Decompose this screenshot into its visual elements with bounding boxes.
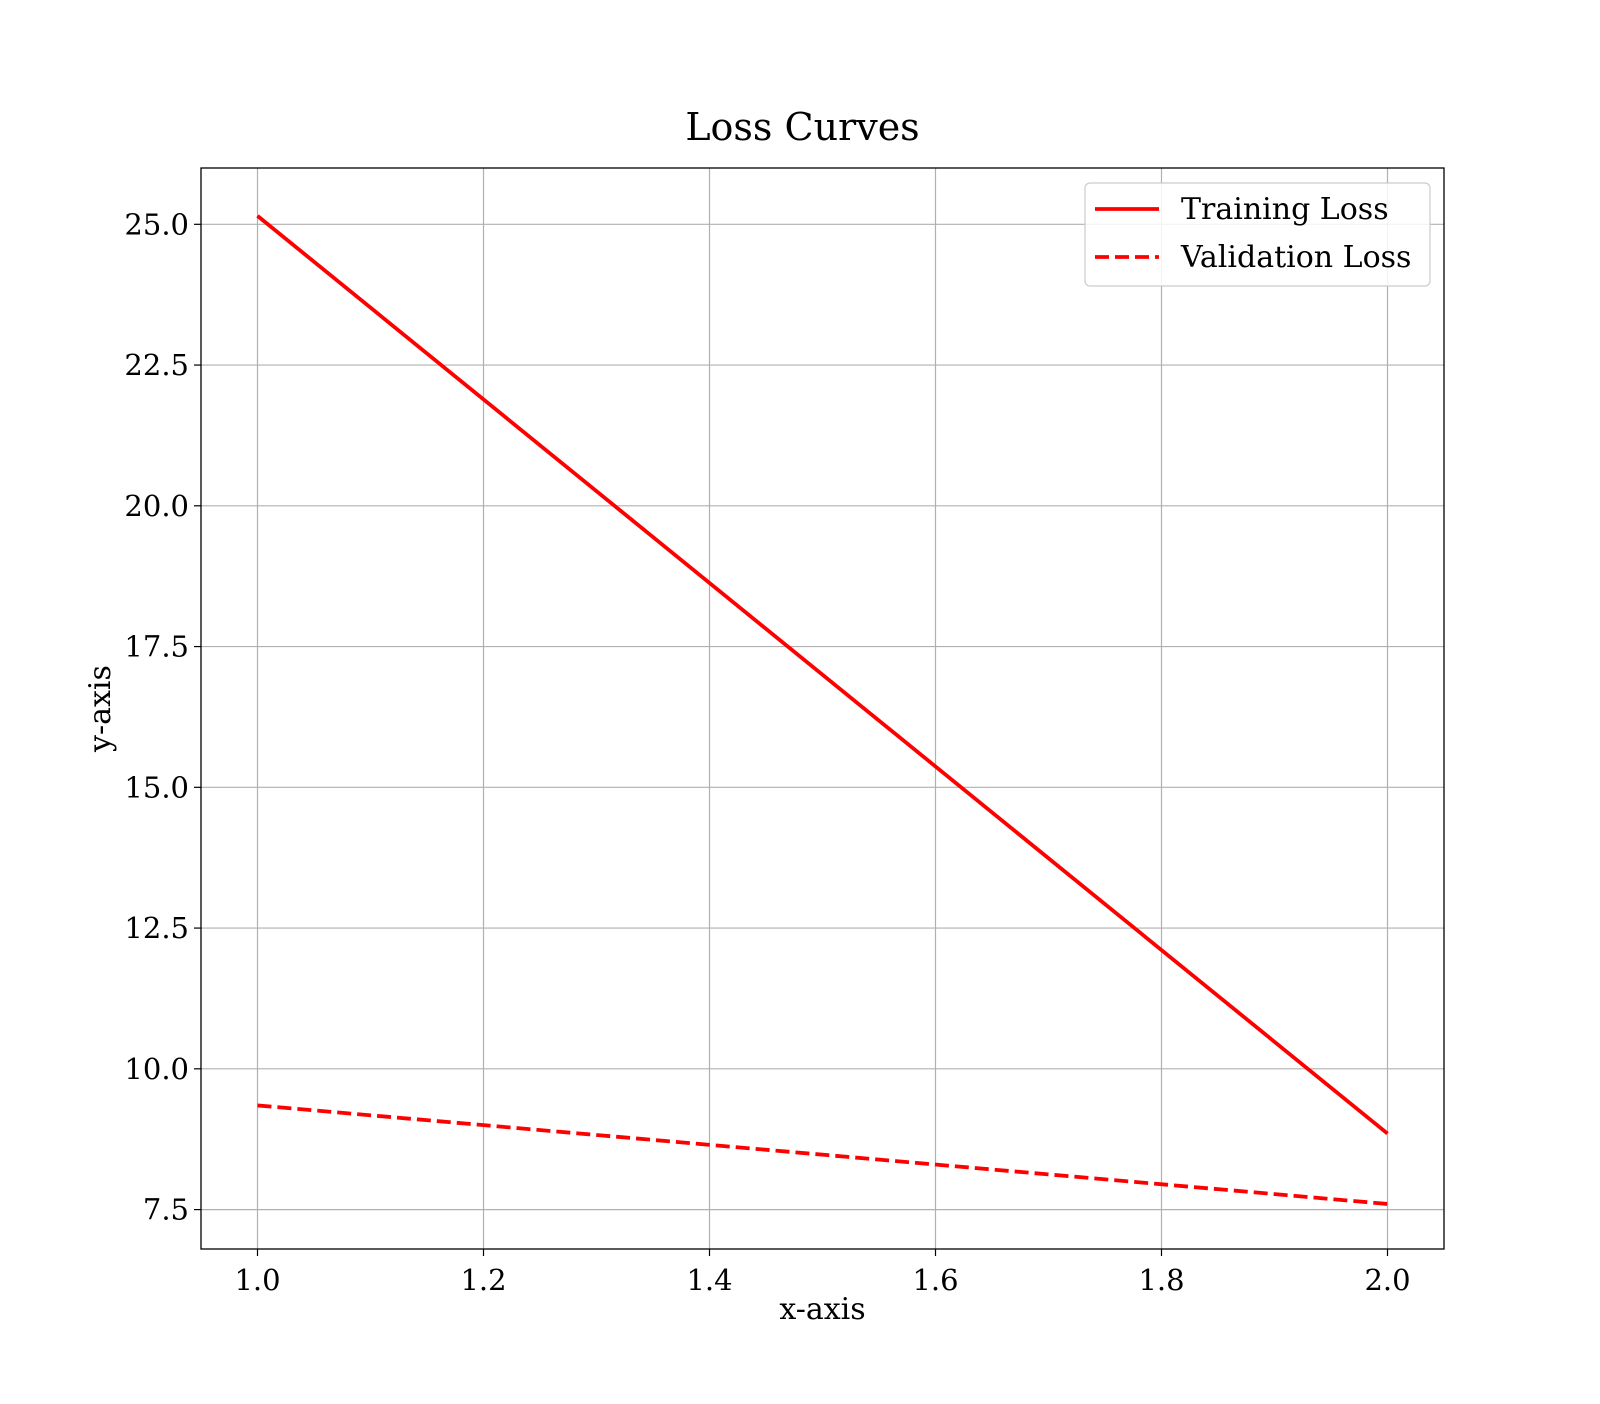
y-tick-label: 17.5 <box>124 630 189 664</box>
legend-label: Training Loss <box>1181 192 1389 227</box>
x-tick-label: 1.2 <box>460 1263 506 1297</box>
y-tick-label: 25.0 <box>124 207 189 241</box>
y-tick-label: 15.0 <box>124 770 189 804</box>
x-tick-label: 1.6 <box>912 1263 958 1297</box>
x-axis-label: x-axis <box>779 1292 865 1327</box>
y-axis-label: y-axis <box>83 665 118 753</box>
legend-box <box>1084 182 1431 287</box>
plot-frame <box>200 167 1445 1250</box>
y-tick-label: 22.5 <box>124 348 189 382</box>
x-tick-label: 1.4 <box>686 1263 732 1297</box>
grid <box>201 168 1444 1249</box>
series-group <box>256 214 1389 1206</box>
legend-label: Validation Loss <box>1180 240 1411 275</box>
axis-ticks: 1.0 1.2 1.4 1.6 1.8 2.0 7.5 10.0 12.5 15.0 17.5 20.… <box>124 207 1410 1297</box>
y-tick-label: 20.0 <box>124 489 189 523</box>
chart-title: Loss Curves <box>685 105 919 149</box>
y-tick-label: 10.0 <box>124 1052 189 1086</box>
y-tick-label: 7.5 <box>143 1193 189 1227</box>
validation-loss-line <box>257 1103 1388 1206</box>
x-tick-label: 2.0 <box>1364 1263 1410 1297</box>
x-tick-label: 1.8 <box>1138 1263 1184 1297</box>
y-tick-label: 12.5 <box>124 911 189 945</box>
x-tick-label: 1.0 <box>234 1263 280 1297</box>
training-loss-line <box>256 214 1389 1136</box>
legend: Training Loss Validation Loss <box>1084 182 1431 287</box>
